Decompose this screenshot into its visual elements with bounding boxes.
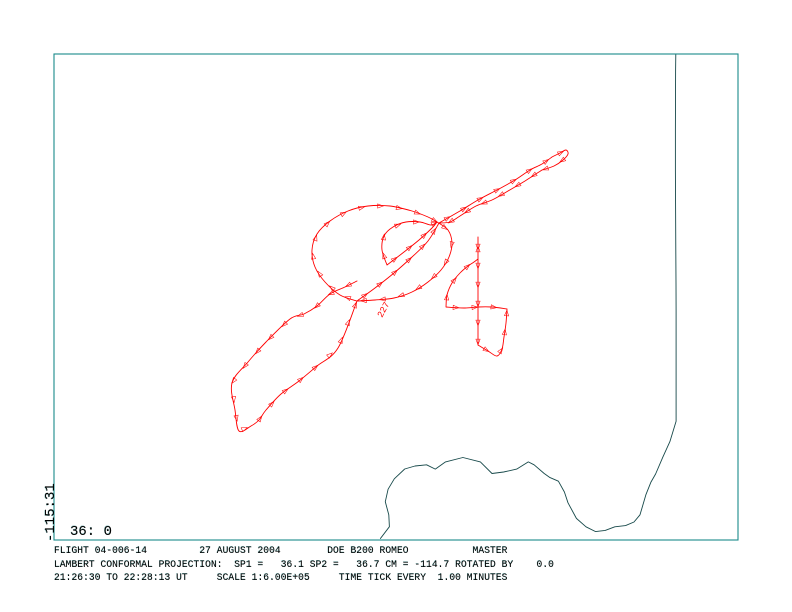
- svg-text:227: 227: [376, 300, 392, 319]
